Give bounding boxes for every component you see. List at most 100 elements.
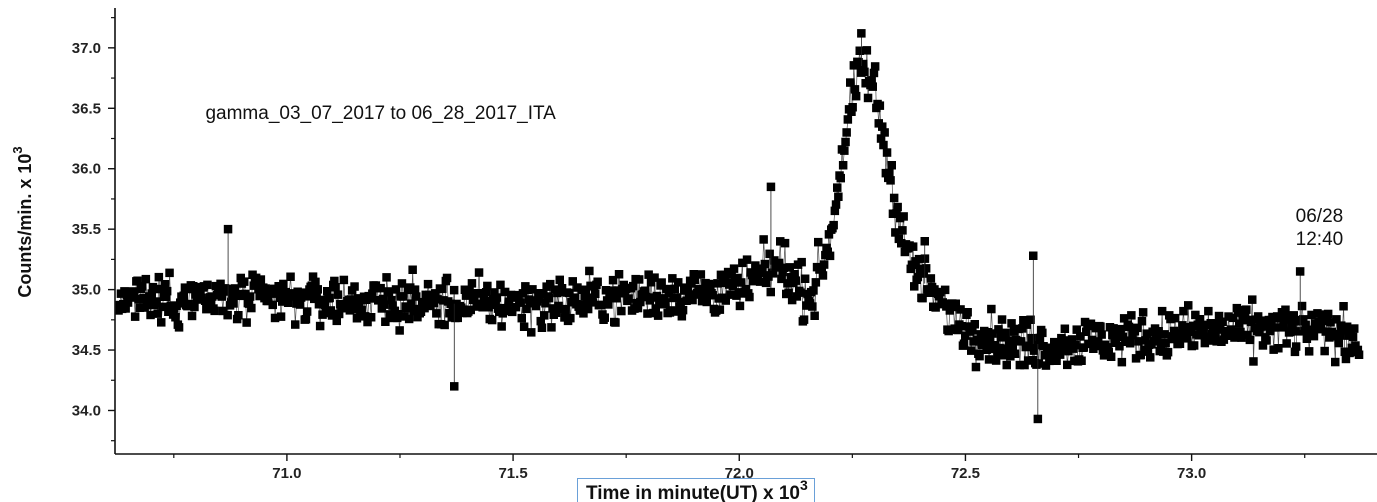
data-point: [448, 305, 458, 314]
data-point: [646, 278, 656, 287]
data-point: [325, 293, 334, 303]
data-point: [504, 297, 513, 306]
data-point: [242, 318, 251, 327]
data-point: [755, 277, 765, 286]
data-point: [824, 230, 834, 239]
data-point: [480, 297, 490, 306]
data-point: [301, 315, 311, 324]
data-point: [270, 313, 280, 323]
data-point: [734, 288, 743, 297]
data-point: [796, 288, 805, 297]
data-point: [134, 294, 143, 304]
data-point: [702, 297, 711, 307]
data-point: [1191, 310, 1200, 320]
data-point: [144, 300, 153, 310]
data-point: [291, 320, 300, 329]
data-point: [165, 268, 174, 278]
data-point: [797, 257, 806, 267]
data-point: [758, 265, 767, 274]
data-point: [585, 266, 594, 276]
data-point: [842, 128, 851, 137]
data-point: [442, 273, 452, 283]
data-point: [508, 307, 517, 317]
data-point: [1291, 342, 1301, 351]
data-point: [1269, 345, 1278, 354]
data-point: [696, 270, 706, 279]
data-point: [968, 326, 977, 335]
data-point: [346, 295, 356, 304]
data-point: [547, 323, 556, 332]
data-point: [561, 305, 570, 315]
data-point: [857, 29, 866, 38]
data-point: [653, 311, 663, 320]
data-point: [829, 220, 838, 230]
data-point: [1263, 322, 1272, 331]
data-point: [600, 313, 609, 322]
data-point: [554, 301, 563, 311]
data-point: [994, 325, 1003, 334]
data-point: [135, 303, 145, 312]
y-tick-label: 34.5: [72, 342, 101, 359]
data-point: [1124, 322, 1134, 332]
data-point: [770, 256, 779, 265]
data-point: [591, 289, 600, 298]
data-point: [1231, 327, 1240, 337]
data-point: [1189, 341, 1199, 350]
data-point: [808, 302, 817, 311]
data-point: [880, 128, 889, 137]
data-point: [819, 260, 829, 269]
axes: [114, 8, 1377, 455]
data-point: [921, 264, 931, 273]
x-axis-title: Time in minute(UT) x 103: [577, 478, 815, 502]
data-point: [1230, 333, 1239, 342]
y-tick-label: 36.0: [72, 161, 101, 178]
data-point: [286, 272, 295, 281]
data-point: [1201, 320, 1211, 330]
data-point: [224, 287, 234, 296]
data-point: [154, 272, 164, 282]
data-point: [1138, 308, 1148, 317]
data-point: [394, 310, 403, 319]
data-point: [409, 306, 419, 316]
data-point: [825, 251, 835, 261]
x-tick-label: 73.0: [1177, 465, 1206, 482]
data-point: [868, 82, 877, 91]
data-point: [787, 295, 797, 305]
data-point: [1170, 313, 1180, 323]
data-point: [898, 226, 907, 235]
data-point: [473, 289, 483, 298]
data-point: [1297, 301, 1307, 311]
data-point: [783, 279, 792, 288]
data-point: [1096, 322, 1105, 331]
chart-annotation: 12:40: [1296, 229, 1344, 250]
data-point: [1108, 330, 1117, 340]
data-point: [326, 306, 336, 315]
data-point: [522, 304, 531, 314]
data-point: [899, 212, 908, 221]
data-point: [607, 286, 617, 295]
data-point: [267, 289, 276, 298]
data-point: [780, 238, 790, 248]
data-point: [1301, 320, 1310, 330]
data-point: [474, 268, 484, 277]
data-point: [919, 269, 928, 278]
data-point: [184, 299, 193, 309]
data-point: [439, 296, 448, 305]
data-point: [1219, 335, 1229, 344]
data-point: [241, 289, 250, 299]
data-point: [1182, 334, 1192, 343]
data-point: [674, 278, 683, 287]
data-point: [171, 313, 180, 322]
data-point: [1339, 302, 1348, 311]
data-point: [978, 337, 988, 346]
data-point: [1265, 326, 1275, 336]
data-point: [517, 313, 526, 323]
data-point: [1041, 361, 1051, 370]
data-point: [152, 297, 161, 306]
data-point: [1086, 319, 1096, 328]
data-point: [408, 265, 417, 274]
data-point: [1326, 318, 1335, 327]
x-axis-title-exponent: 3: [799, 478, 808, 493]
data-point: [1226, 325, 1236, 334]
data-point: [728, 281, 738, 291]
